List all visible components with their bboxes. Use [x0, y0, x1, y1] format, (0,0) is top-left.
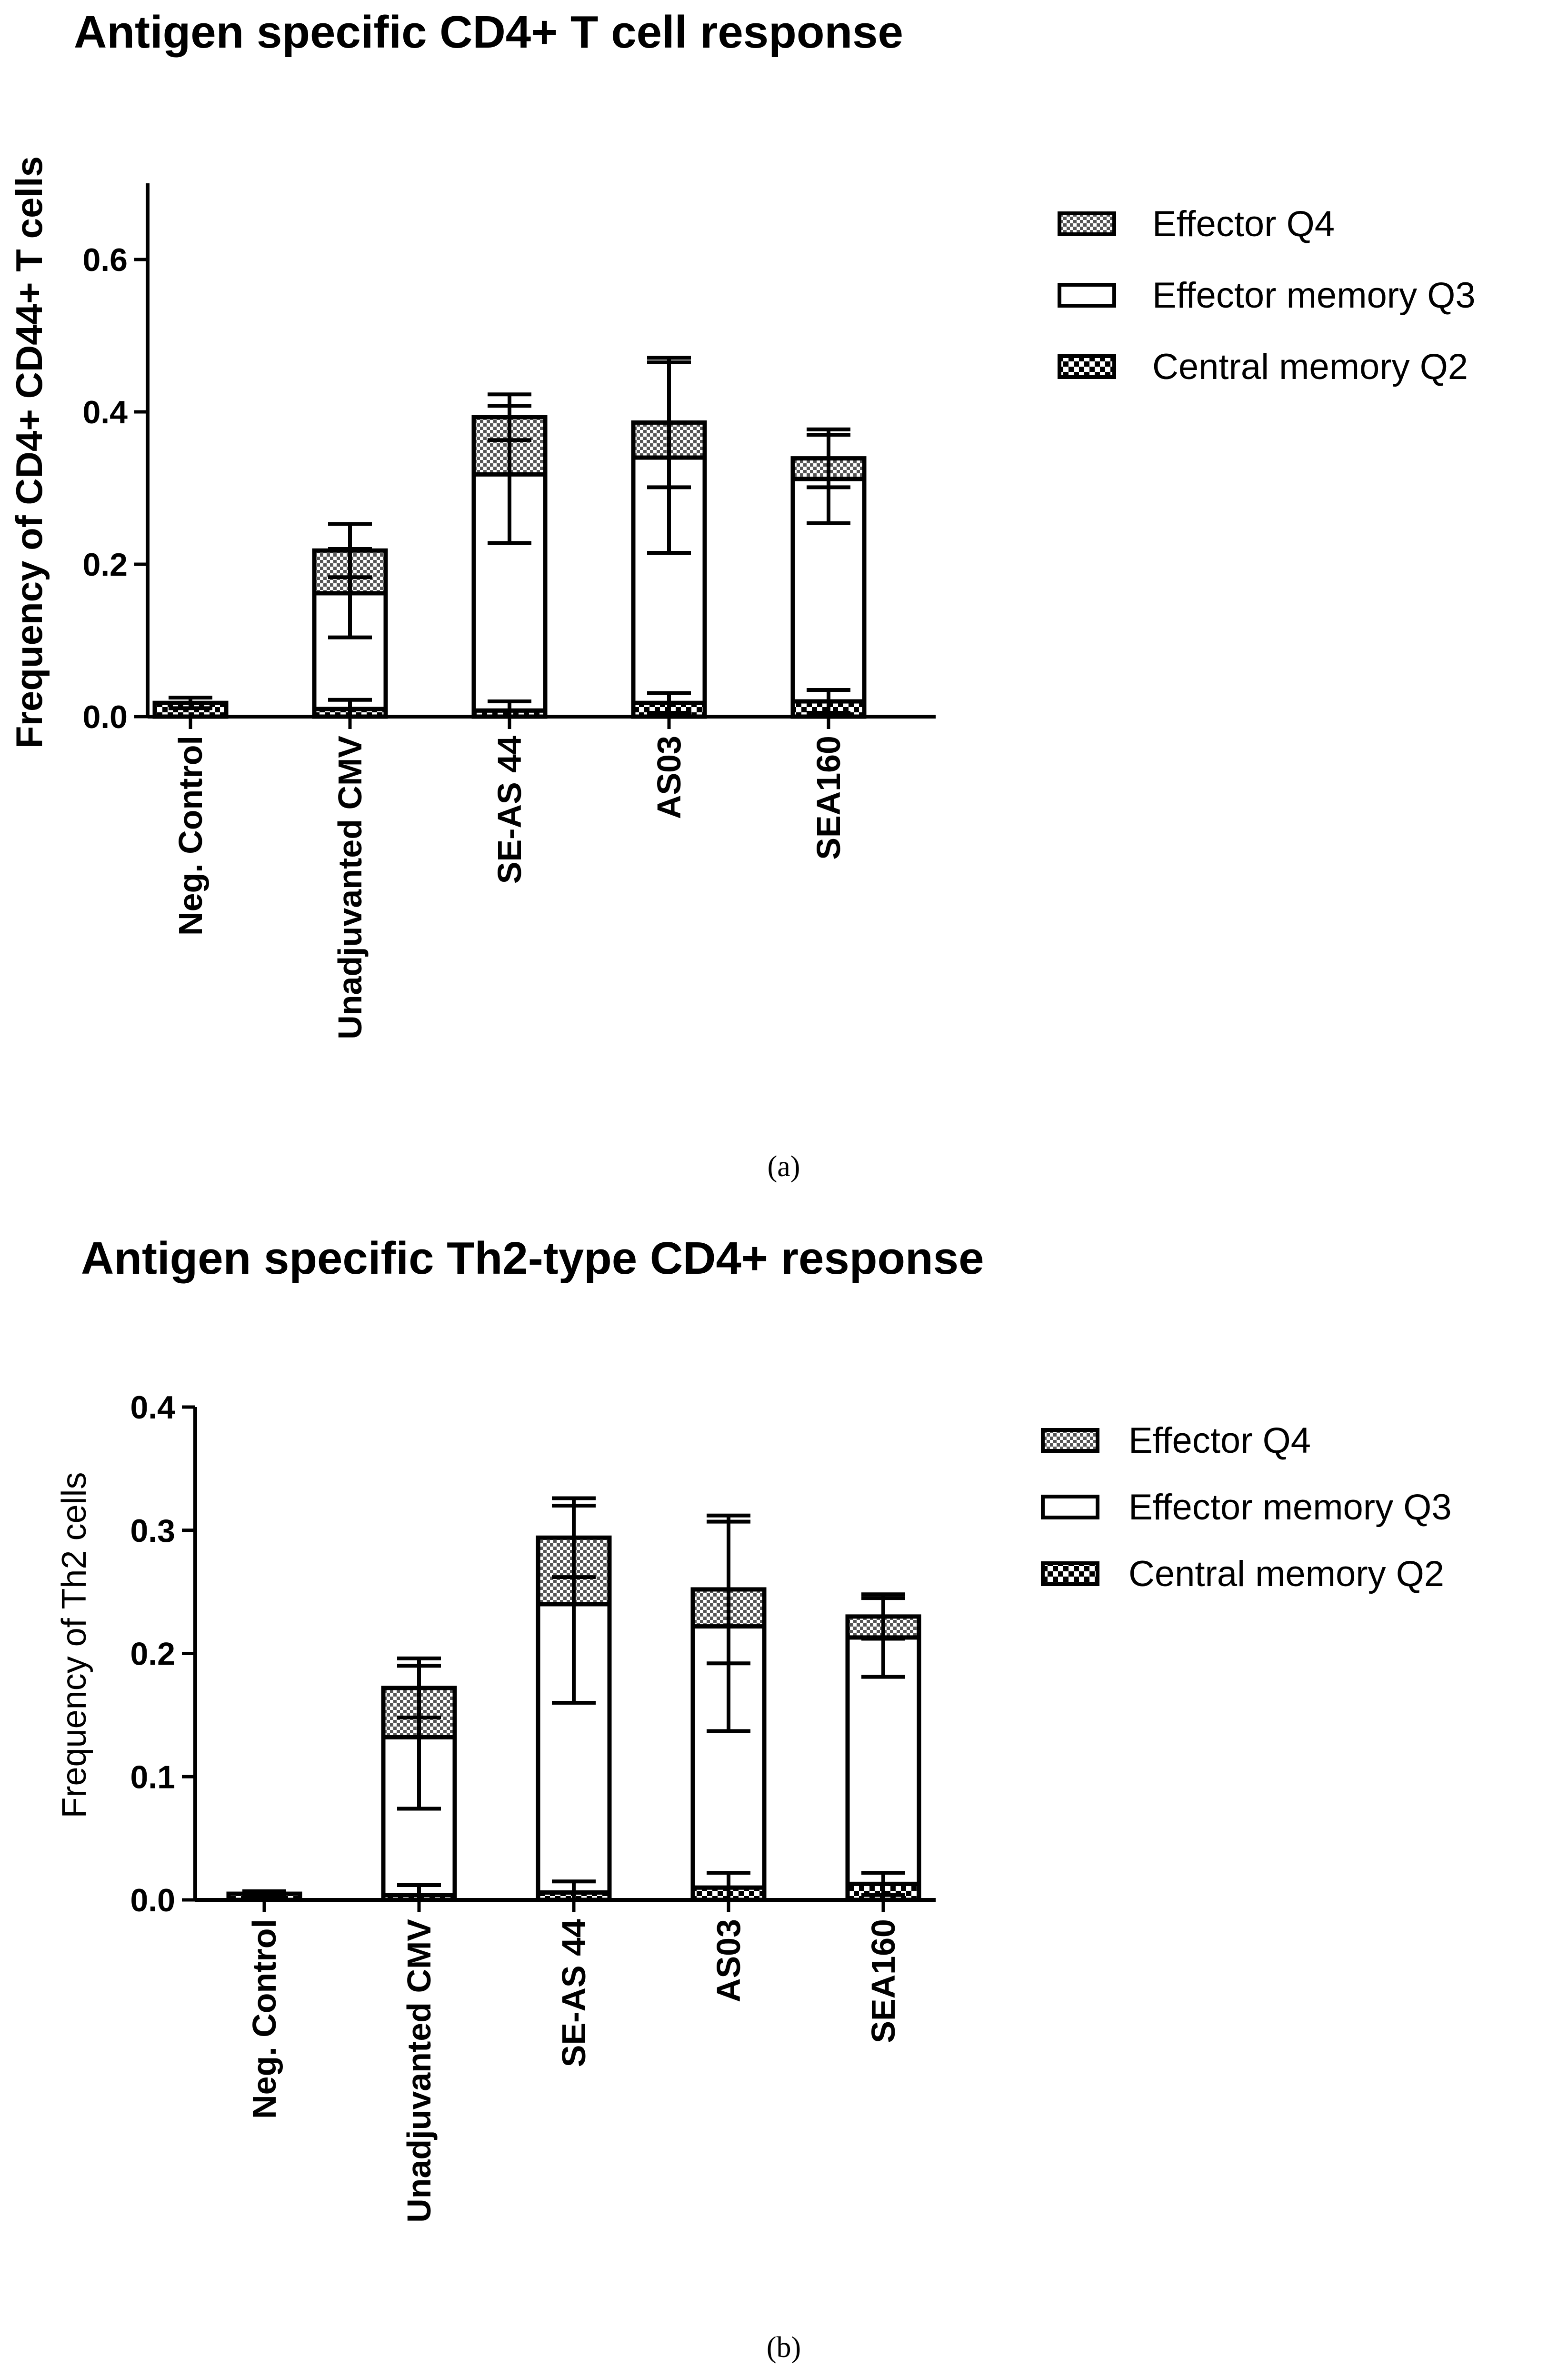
y-ticks: 0.0 0.1 0.2 0.3 0.4 [130, 1389, 175, 1918]
legend-swatch [1041, 1561, 1099, 1586]
category-label: Unadjuvanted CMV [400, 1919, 438, 2223]
legend: Effector Q4 Effector memory Q3 Central m… [1041, 1420, 1452, 1594]
legend-label: Central memory Q2 [1152, 347, 1468, 387]
legend-swatch [1058, 211, 1116, 236]
category-labels: Neg. Control Unadjuvanted CMV SE-AS 44 A… [172, 736, 847, 1039]
y-tick-label: 0.1 [130, 1759, 175, 1795]
legend-swatch [1041, 1495, 1099, 1519]
y-tick-label: 0.6 [82, 242, 128, 278]
category-label: AS03 [710, 1919, 747, 2002]
bars [152, 356, 867, 719]
legend-swatch [1058, 354, 1116, 379]
y-tick-label: 0.2 [82, 547, 128, 583]
bars [226, 1496, 921, 1902]
legend-swatch [1041, 1428, 1099, 1453]
y-tick-label: 0.0 [82, 699, 128, 735]
chart-title: Antigen specific CD4+ T cell response [74, 7, 903, 58]
y-tick-label: 0.2 [130, 1636, 175, 1672]
category-label: AS03 [650, 736, 688, 819]
y-tick-label: 0.0 [130, 1882, 175, 1918]
category-label: SE-AS 44 [491, 736, 528, 884]
legend: Effector Q4 Effector memory Q3 Central m… [1058, 204, 1476, 387]
y-ticks: 0.0 0.2 0.4 0.6 [82, 242, 128, 735]
legend-label: Central memory Q2 [1129, 1554, 1444, 1594]
category-label: SEA160 [810, 736, 847, 860]
legend-label: Effector memory Q3 [1152, 275, 1476, 316]
category-label: SE-AS 44 [555, 1919, 592, 2067]
category-label: Unadjuvanted CMV [331, 736, 369, 1039]
chart-title: Antigen specific Th2-type CD4+ response [81, 1233, 984, 1284]
caption: (a) [768, 1150, 800, 1183]
legend-swatch [1058, 283, 1116, 308]
y-tick-label: 0.4 [130, 1389, 175, 1426]
y-tick-label: 0.3 [130, 1513, 175, 1549]
chart-panel-a: Antigen specific CD4+ T cell response Fr… [8, 7, 1476, 1183]
y-axis-label: Frequency of Th2 cells [55, 1472, 93, 1818]
legend-label: Effector Q4 [1152, 204, 1335, 244]
legend-label: Effector memory Q3 [1129, 1487, 1452, 1528]
chart-panel-b: Antigen specific Th2-type CD4+ response … [55, 1233, 1452, 2364]
caption: (b) [767, 2331, 801, 2364]
y-axis-label: Frequency of CD4+ CD44+ T cells [8, 156, 50, 749]
legend-label: Effector Q4 [1129, 1420, 1311, 1461]
bar-segment [312, 591, 388, 711]
y-tick-label: 0.4 [82, 394, 128, 430]
category-label: Neg. Control [246, 1919, 283, 2119]
category-label: Neg. Control [172, 736, 209, 936]
category-labels: Neg. Control Unadjuvanted CMV SE-AS 44 A… [246, 1919, 902, 2223]
category-label: SEA160 [865, 1919, 902, 2043]
